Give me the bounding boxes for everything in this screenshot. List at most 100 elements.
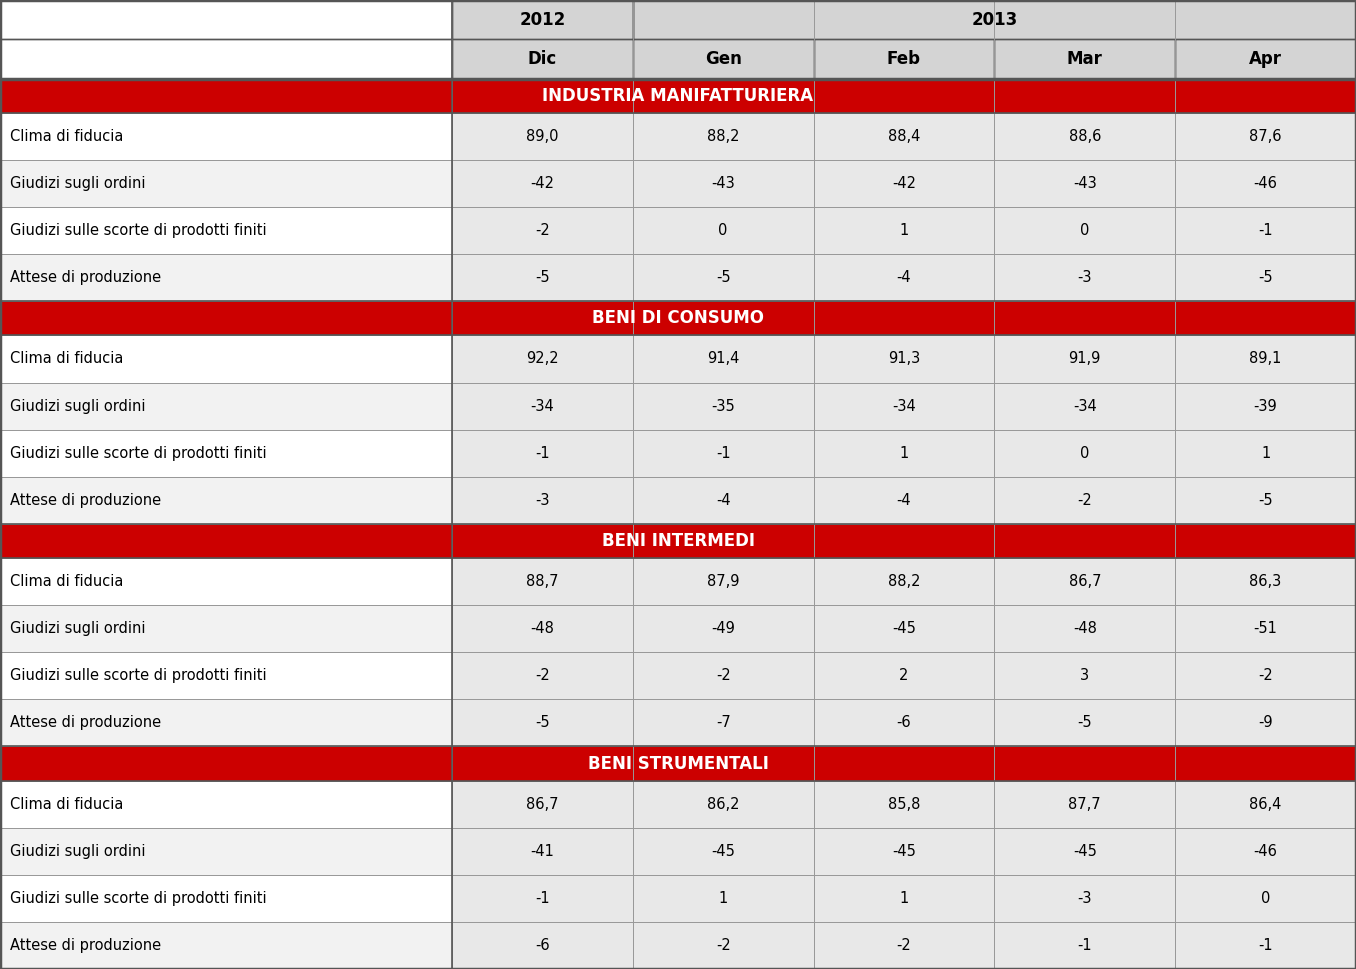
Text: -3: -3 — [536, 492, 549, 508]
Text: -48: -48 — [530, 621, 555, 637]
Bar — [814, 700, 994, 746]
Text: Mar: Mar — [1067, 49, 1102, 68]
Bar — [0, 78, 1356, 112]
Bar — [994, 160, 1176, 207]
Text: -4: -4 — [896, 492, 911, 508]
Bar — [633, 429, 814, 477]
Bar — [1176, 875, 1356, 922]
Bar — [814, 477, 994, 524]
Bar — [994, 558, 1176, 606]
Bar — [633, 875, 814, 922]
Bar — [452, 558, 633, 606]
Bar — [452, 112, 633, 160]
Bar — [1176, 429, 1356, 477]
Text: 91,3: 91,3 — [888, 352, 921, 366]
Bar — [1176, 335, 1356, 383]
Bar — [994, 922, 1176, 969]
Bar — [1176, 254, 1356, 301]
Text: -1: -1 — [716, 446, 731, 460]
Text: -4: -4 — [896, 270, 911, 285]
Bar — [994, 207, 1176, 254]
Bar — [0, 746, 1356, 781]
Text: 0: 0 — [1261, 891, 1271, 906]
Text: -7: -7 — [716, 715, 731, 731]
Bar — [1176, 254, 1356, 301]
Bar — [0, 875, 452, 922]
Bar — [633, 112, 814, 160]
Bar — [0, 652, 452, 700]
Text: Giudizi sulle scorte di prodotti finiti: Giudizi sulle scorte di prodotti finiti — [9, 223, 267, 238]
Bar — [814, 160, 994, 207]
Text: -5: -5 — [536, 715, 549, 731]
Text: -6: -6 — [536, 938, 549, 953]
Bar — [633, 335, 814, 383]
Text: -2: -2 — [536, 223, 549, 238]
Bar — [1176, 160, 1356, 207]
Bar — [0, 429, 452, 477]
Bar — [814, 781, 994, 828]
Bar — [994, 558, 1176, 606]
Text: 0: 0 — [1081, 446, 1089, 460]
Bar — [452, 0, 633, 40]
Text: -45: -45 — [892, 844, 915, 859]
Bar — [633, 0, 1356, 40]
Bar — [0, 652, 452, 700]
Bar — [994, 160, 1176, 207]
Bar — [452, 828, 633, 875]
Bar — [1176, 160, 1356, 207]
Text: Giudizi sulle scorte di prodotti finiti: Giudizi sulle scorte di prodotti finiti — [9, 446, 267, 460]
Bar — [452, 335, 633, 383]
Text: Giudizi sugli ordini: Giudizi sugli ordini — [9, 176, 145, 191]
Bar — [633, 477, 814, 524]
Bar — [1176, 700, 1356, 746]
Bar — [814, 652, 994, 700]
Bar — [0, 160, 452, 207]
Bar — [0, 383, 452, 429]
Bar — [814, 558, 994, 606]
Bar — [994, 383, 1176, 429]
Bar — [633, 606, 814, 652]
Bar — [452, 700, 633, 746]
Bar — [0, 0, 452, 40]
Bar — [814, 112, 994, 160]
Text: -2: -2 — [896, 938, 911, 953]
Bar — [814, 606, 994, 652]
Bar — [814, 335, 994, 383]
Bar — [994, 112, 1176, 160]
Bar — [633, 922, 814, 969]
Bar — [452, 875, 633, 922]
Text: Clima di fiducia: Clima di fiducia — [9, 574, 123, 589]
Text: -5: -5 — [716, 270, 731, 285]
Text: -2: -2 — [1258, 669, 1273, 683]
Bar — [633, 335, 814, 383]
Bar — [814, 207, 994, 254]
Text: -3: -3 — [1078, 891, 1092, 906]
Text: -5: -5 — [1258, 492, 1273, 508]
Bar — [452, 207, 633, 254]
Bar — [994, 254, 1176, 301]
Bar — [1176, 781, 1356, 828]
Bar — [994, 335, 1176, 383]
Bar — [633, 558, 814, 606]
Bar — [1176, 875, 1356, 922]
Bar — [0, 477, 452, 524]
Bar — [0, 383, 452, 429]
Text: 1: 1 — [719, 891, 728, 906]
Bar — [0, 606, 452, 652]
Bar — [0, 40, 452, 78]
Bar — [814, 112, 994, 160]
Bar — [1176, 207, 1356, 254]
Bar — [452, 477, 633, 524]
Bar — [633, 383, 814, 429]
Text: Attese di produzione: Attese di produzione — [9, 938, 161, 953]
Bar — [1176, 652, 1356, 700]
Bar — [633, 781, 814, 828]
Text: -43: -43 — [1073, 176, 1097, 191]
Bar — [633, 700, 814, 746]
Bar — [1176, 40, 1356, 78]
Bar — [633, 652, 814, 700]
Text: Giudizi sugli ordini: Giudizi sugli ordini — [9, 621, 145, 637]
Text: -6: -6 — [896, 715, 911, 731]
Text: BENI DI CONSUMO: BENI DI CONSUMO — [593, 309, 763, 328]
Bar — [452, 606, 633, 652]
